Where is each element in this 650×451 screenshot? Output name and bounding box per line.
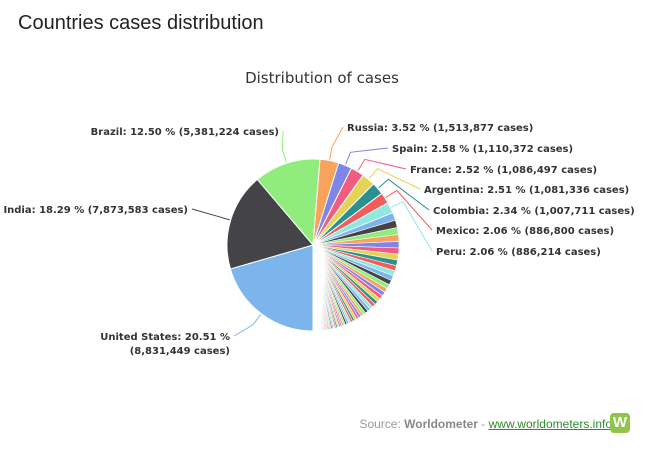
data-label: (8,831,449 cases) (130, 346, 230, 357)
source-note: Source: Worldometer - www.worldometers.i… (359, 417, 612, 431)
leader-line (357, 158, 407, 171)
pie-slice-brazil[interactable] (256, 158, 321, 247)
leader-line (345, 147, 389, 165)
pie-slice-india[interactable] (226, 178, 314, 270)
leader-line (233, 314, 262, 337)
data-label: United States: 20.51 % (100, 332, 230, 343)
worldometer-logo-icon: W (610, 413, 630, 433)
leader-line (378, 178, 430, 211)
leader-line (191, 208, 230, 221)
source-org: Worldometer (404, 417, 478, 431)
data-label: Peru: 2.06 % (886,214 cases) (436, 247, 601, 258)
data-label: France: 2.52 % (1,086,497 cases) (410, 165, 597, 176)
data-label: Colombia: 2.34 % (1,007,711 cases) (433, 206, 635, 217)
data-label: Argentina: 2.51 % (1,081,336 cases) (424, 185, 629, 196)
data-label: India: 18.29 % (7,873,583 cases) (3, 205, 188, 216)
source-prefix: Source: (359, 417, 405, 431)
pie-slice-united-states[interactable] (229, 244, 314, 332)
source-separator: - (477, 417, 489, 431)
data-label: Spain: 2.58 % (1,110,372 cases) (392, 144, 573, 155)
data-label: Brazil: 12.50 % (5,381,224 cases) (91, 127, 279, 138)
data-label: Russia: 3.52 % (1,513,877 cases) (347, 123, 533, 134)
leader-line (385, 189, 433, 231)
source-link[interactable]: www.worldometers.info (488, 417, 612, 431)
leader-line (391, 200, 433, 252)
page-title: Countries cases distribution (18, 12, 264, 34)
leader-line (368, 168, 421, 190)
leader-line (281, 130, 287, 163)
data-label: Mexico: 2.06 % (886,800 cases) (436, 226, 614, 237)
chart-title: Distribution of cases (245, 69, 399, 87)
leader-line (329, 126, 344, 160)
